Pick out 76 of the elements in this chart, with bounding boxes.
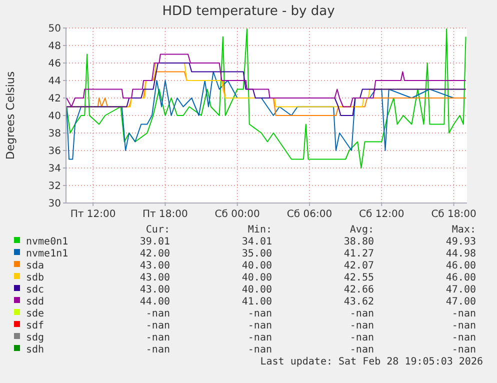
text: 40.00 <box>242 260 272 272</box>
text: -nan <box>452 320 476 332</box>
text: 47.00 <box>446 284 476 296</box>
text: -nan <box>248 320 272 332</box>
legend-label: sdf <box>26 320 44 332</box>
text: 43.00 <box>140 272 170 284</box>
legend-label: sdb <box>26 272 44 284</box>
y-tick-label: 40 <box>48 111 61 122</box>
text: 44.98 <box>446 248 476 260</box>
y-tick-label: 50 <box>48 24 61 34</box>
text: 49.93 <box>446 236 476 248</box>
text: -nan <box>452 308 476 320</box>
x-tick-label: Сб 06:00 <box>286 209 332 220</box>
legend-label: sde <box>26 308 44 320</box>
text: 44.00 <box>140 296 170 308</box>
x-tick-label: Пт 18:00 <box>142 209 188 220</box>
text: 40.00 <box>242 284 272 296</box>
text: -nan <box>248 344 272 356</box>
y-tick-label: 48 <box>48 41 61 52</box>
text: Avg: <box>350 224 374 236</box>
line-series <box>66 28 466 168</box>
text: 42.66 <box>344 284 374 296</box>
text: Last update: Sat Feb 28 19:05:03 2026 <box>260 356 483 368</box>
legend-label: sdc <box>26 284 44 296</box>
text: 42.00 <box>140 248 170 260</box>
y-tick-label: 46 <box>48 58 61 70</box>
text: 39.01 <box>140 236 170 248</box>
text: 43.62 <box>344 296 374 308</box>
text: -nan <box>350 308 374 320</box>
text: 41.27 <box>344 248 374 260</box>
legend-label: sdh <box>26 344 44 356</box>
text: 38.80 <box>344 236 374 248</box>
text: 35.00 <box>242 248 272 260</box>
text: 43.00 <box>140 260 170 272</box>
legend-label: nvme1n1 <box>26 248 68 260</box>
x-tick-label: Пт 12:00 <box>70 209 116 220</box>
text: 47.00 <box>446 296 476 308</box>
x-tick-label: Сб 12:00 <box>359 209 404 220</box>
y-axis-title: Degrees Celsius <box>4 71 17 160</box>
text: 42.07 <box>344 260 374 272</box>
text: -nan <box>146 332 170 344</box>
legend-label: sdg <box>26 332 44 344</box>
text: 41.00 <box>242 296 272 308</box>
line-series <box>66 54 466 108</box>
legend-label: sdd <box>26 296 44 308</box>
text: Cur: <box>146 224 170 236</box>
text: Min: <box>248 224 272 236</box>
x-tick-label: Сб 18:00 <box>431 209 476 220</box>
legend-label: sda <box>26 260 44 272</box>
y-tick-label: 34 <box>48 164 61 174</box>
y-tick-label: 32 <box>48 181 61 192</box>
text: -nan <box>452 332 476 344</box>
text: Max: <box>452 224 476 236</box>
text: 34.01 <box>242 236 272 248</box>
x-tick-label: Сб 00:00 <box>214 209 260 220</box>
text: -nan <box>452 344 476 356</box>
text: 42.55 <box>344 272 374 284</box>
y-tick-label: 36 <box>48 146 61 157</box>
text: -nan <box>350 320 374 332</box>
text: 43.00 <box>140 284 170 296</box>
legend-label: nvme0n1 <box>26 236 68 248</box>
chart-title: HDD temperature - by day <box>162 4 336 19</box>
text: -nan <box>146 344 170 356</box>
text: -nan <box>248 308 272 320</box>
y-tick-label: 42 <box>48 94 61 104</box>
text: -nan <box>350 332 374 344</box>
text: 46.00 <box>446 260 476 272</box>
y-tick-label: 44 <box>48 76 61 87</box>
text: 40.00 <box>242 272 272 284</box>
y-tick-label: 38 <box>48 128 61 140</box>
text: 46.00 <box>446 272 476 284</box>
text: -nan <box>350 344 374 356</box>
text: -nan <box>146 308 170 320</box>
text: -nan <box>248 332 272 344</box>
text: -nan <box>146 320 170 332</box>
y-tick-label: 30 <box>48 198 61 210</box>
